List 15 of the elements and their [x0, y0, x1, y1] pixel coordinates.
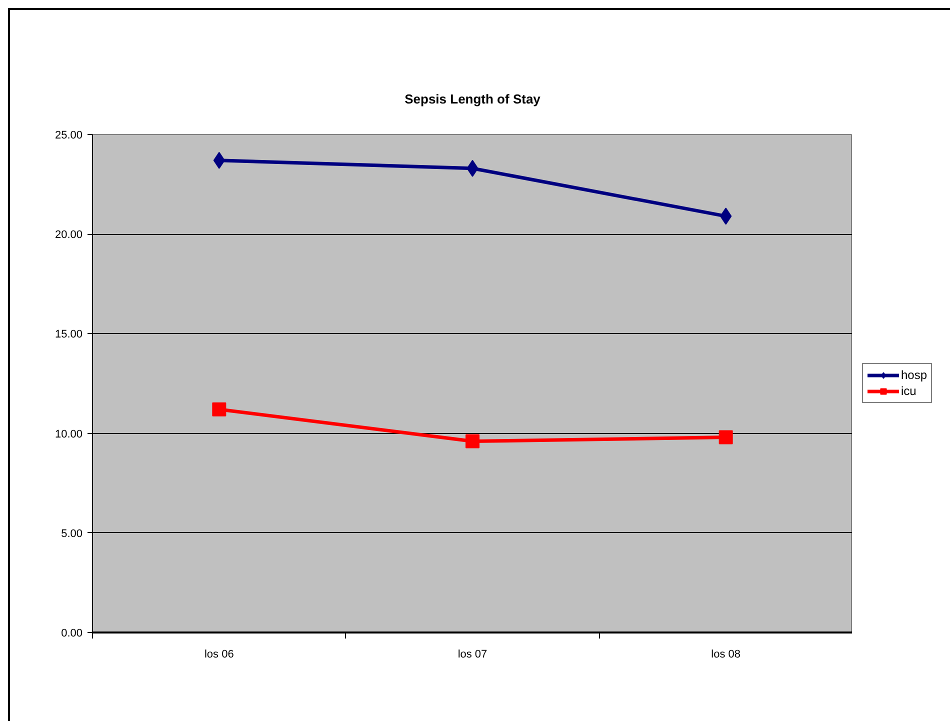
point [466, 434, 480, 448]
point [718, 430, 733, 444]
y-tick-label: 20.00 [54, 229, 83, 242]
x-tick-label: los 06 [204, 648, 234, 660]
y-tick-label: 10.00 [54, 428, 83, 440]
y-tick-label: 15.00 [54, 328, 83, 341]
point [212, 402, 226, 416]
legend-label: hosp [901, 368, 928, 382]
x-tick-label: los 07 [458, 648, 488, 660]
y-tick-label: 25.00 [54, 130, 83, 142]
x-tick-label: los 08 [711, 648, 741, 660]
legend-label: icu [901, 384, 918, 398]
y-tick-label: 5.00 [61, 528, 83, 540]
y-tick-label: 0.00 [61, 628, 83, 640]
chart-title: Sepsis Length of Stay [404, 92, 542, 106]
